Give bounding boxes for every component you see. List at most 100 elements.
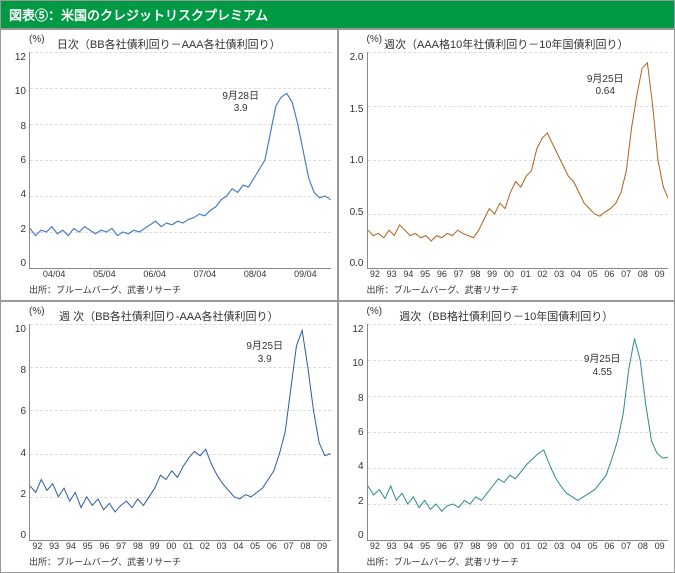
x-tick: 09 bbox=[314, 541, 331, 551]
y-tick: 8 bbox=[345, 393, 364, 404]
x-tick: 06 bbox=[601, 541, 618, 551]
chart-panel: (%)週次（BB格社債利回り－10年国債利回り）1210864209月25日4.… bbox=[338, 301, 675, 573]
x-tick: 04 bbox=[230, 541, 247, 551]
x-tick: 05 bbox=[247, 541, 264, 551]
x-tick: 95 bbox=[79, 541, 96, 551]
x-tick: 05/04 bbox=[79, 269, 129, 279]
source-label: 出所：ブルームバーグ、武者リサーチ bbox=[367, 555, 669, 568]
data-annotation: 9月25日4.55 bbox=[584, 354, 621, 379]
chart-body: 1210864209月25日4.55 bbox=[345, 324, 669, 541]
y-tick: 1.0 bbox=[345, 155, 364, 166]
y-tick: 12 bbox=[345, 324, 364, 335]
x-tick: 97 bbox=[450, 541, 467, 551]
y-tick: 12 bbox=[7, 52, 26, 63]
y-tick: 4 bbox=[7, 189, 26, 200]
chart-body: 1210864209月28日3.9 bbox=[7, 52, 331, 269]
x-axis: 929394959697989900010203040506070809 bbox=[367, 541, 669, 551]
chart-body: 10864209月25日3.9 bbox=[7, 324, 331, 541]
x-tick: 02 bbox=[197, 541, 214, 551]
chart-panel: (%)日次（BB各社債利回り－AAA各社債利回り）1210864209月28日3… bbox=[0, 29, 338, 301]
x-tick: 03 bbox=[551, 269, 568, 279]
x-tick: 96 bbox=[96, 541, 113, 551]
plot-area: 9月28日3.9 bbox=[29, 52, 331, 269]
x-tick: 05 bbox=[584, 541, 601, 551]
chart-panel: (%)週 次（BB各社債利回り-AAA各社債利回り）10864209月25日3.… bbox=[0, 301, 338, 573]
x-tick: 96 bbox=[434, 541, 451, 551]
x-tick: 96 bbox=[434, 269, 451, 279]
x-tick: 97 bbox=[450, 269, 467, 279]
plot-area: 9月25日4.55 bbox=[367, 324, 669, 541]
y-tick: 6 bbox=[7, 155, 26, 166]
y-tick: 0 bbox=[7, 530, 26, 541]
x-tick: 93 bbox=[383, 269, 400, 279]
annotation-value: 3.9 bbox=[222, 103, 259, 116]
x-tick: 00 bbox=[163, 541, 180, 551]
y-axis: 121086420 bbox=[7, 52, 29, 269]
y-unit-label: (%) bbox=[29, 306, 45, 317]
x-tick: 99 bbox=[484, 269, 501, 279]
x-tick: 07 bbox=[618, 269, 635, 279]
chart-grid: (%)日次（BB各社債利回り－AAA各社債利回り）1210864209月28日3… bbox=[0, 29, 675, 573]
chart-title: 週 次（BB各社債利回り-AAA各社債利回り） bbox=[7, 308, 331, 324]
y-tick: 4 bbox=[345, 461, 364, 472]
x-tick: 07/04 bbox=[180, 269, 230, 279]
y-tick: 2.0 bbox=[345, 52, 364, 63]
x-tick: 00 bbox=[501, 269, 518, 279]
y-tick: 10 bbox=[7, 86, 26, 97]
y-axis: 121086420 bbox=[345, 324, 367, 541]
chart-title: 日次（BB各社債利回り－AAA各社債利回り） bbox=[7, 36, 331, 52]
x-tick: 92 bbox=[367, 269, 384, 279]
x-tick: 09 bbox=[651, 269, 668, 279]
x-axis: 04/0405/0406/0407/0408/0409/04 bbox=[29, 269, 331, 279]
x-tick: 02 bbox=[534, 269, 551, 279]
y-unit-label: (%) bbox=[367, 306, 383, 317]
y-tick: 0.0 bbox=[345, 258, 364, 269]
x-tick: 98 bbox=[130, 541, 147, 551]
data-annotation: 9月25日0.64 bbox=[587, 74, 624, 99]
x-tick: 99 bbox=[484, 541, 501, 551]
x-tick: 95 bbox=[417, 269, 434, 279]
data-annotation: 9月25日3.9 bbox=[246, 341, 283, 366]
data-annotation: 9月28日3.9 bbox=[222, 91, 259, 116]
annotation-value: 4.55 bbox=[584, 367, 621, 380]
chart-title: 週次（BB格社債利回り－10年国債利回り） bbox=[345, 308, 669, 324]
x-tick: 95 bbox=[417, 541, 434, 551]
x-tick: 08/04 bbox=[230, 269, 280, 279]
plot-area: 9月25日0.64 bbox=[367, 52, 669, 269]
y-tick: 0 bbox=[7, 258, 26, 269]
x-tick: 06 bbox=[264, 541, 281, 551]
x-tick: 93 bbox=[383, 541, 400, 551]
x-tick: 08 bbox=[635, 269, 652, 279]
annotation-date: 9月28日 bbox=[222, 91, 259, 104]
x-tick: 98 bbox=[467, 541, 484, 551]
header-title: 図表⑤：米国のクレジットリスクプレミアム bbox=[9, 8, 268, 23]
x-tick: 05 bbox=[584, 269, 601, 279]
x-tick: 02 bbox=[534, 541, 551, 551]
y-tick: 0 bbox=[345, 530, 364, 541]
y-tick: 6 bbox=[7, 406, 26, 417]
x-tick: 03 bbox=[551, 541, 568, 551]
x-tick: 07 bbox=[280, 541, 297, 551]
y-tick: 10 bbox=[345, 358, 364, 369]
y-tick: 0.5 bbox=[345, 207, 364, 218]
x-tick: 99 bbox=[146, 541, 163, 551]
annotation-value: 3.9 bbox=[246, 354, 283, 367]
x-tick: 06 bbox=[601, 269, 618, 279]
y-tick: 2 bbox=[345, 496, 364, 507]
y-unit-label: (%) bbox=[367, 34, 383, 45]
y-tick: 8 bbox=[7, 121, 26, 132]
chart-body: 2.01.51.00.50.09月25日0.64 bbox=[345, 52, 669, 269]
x-tick: 97 bbox=[113, 541, 130, 551]
x-tick: 06/04 bbox=[130, 269, 180, 279]
source-label: 出所：ブルームバーグ、武者リサーチ bbox=[29, 555, 331, 568]
x-tick: 01 bbox=[180, 541, 197, 551]
x-tick: 01 bbox=[517, 541, 534, 551]
annotation-date: 9月25日 bbox=[584, 354, 621, 367]
x-tick: 92 bbox=[367, 541, 384, 551]
x-tick: 04/04 bbox=[29, 269, 79, 279]
chart-title: 週次（AAA格10年社債利回り－10年国債利回り） bbox=[345, 36, 669, 52]
source-label: 出所：ブルームバーグ、武者リサーチ bbox=[29, 283, 331, 296]
x-tick: 01 bbox=[517, 269, 534, 279]
x-axis: 929394959697989900010203040506070809 bbox=[29, 541, 331, 551]
annotation-date: 9月25日 bbox=[246, 341, 283, 354]
